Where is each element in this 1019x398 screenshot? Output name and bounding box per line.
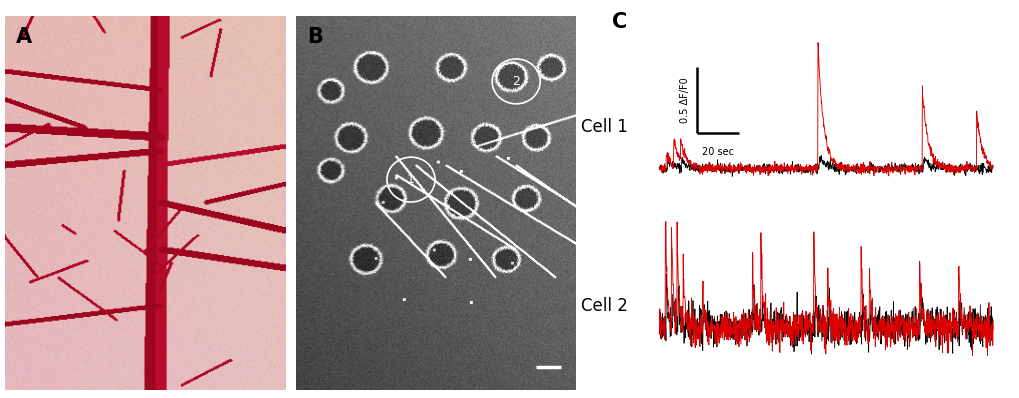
Text: 1: 1 [407, 173, 415, 186]
Text: C: C [611, 12, 627, 32]
Text: Cell 2: Cell 2 [581, 297, 628, 315]
Text: 0.5 ΔF/F0: 0.5 ΔF/F0 [680, 77, 690, 123]
Text: 20 sec: 20 sec [701, 147, 734, 157]
Text: B: B [307, 27, 323, 47]
Text: 2: 2 [512, 75, 520, 88]
Text: A: A [16, 27, 33, 47]
Text: Cell 1: Cell 1 [581, 118, 628, 136]
